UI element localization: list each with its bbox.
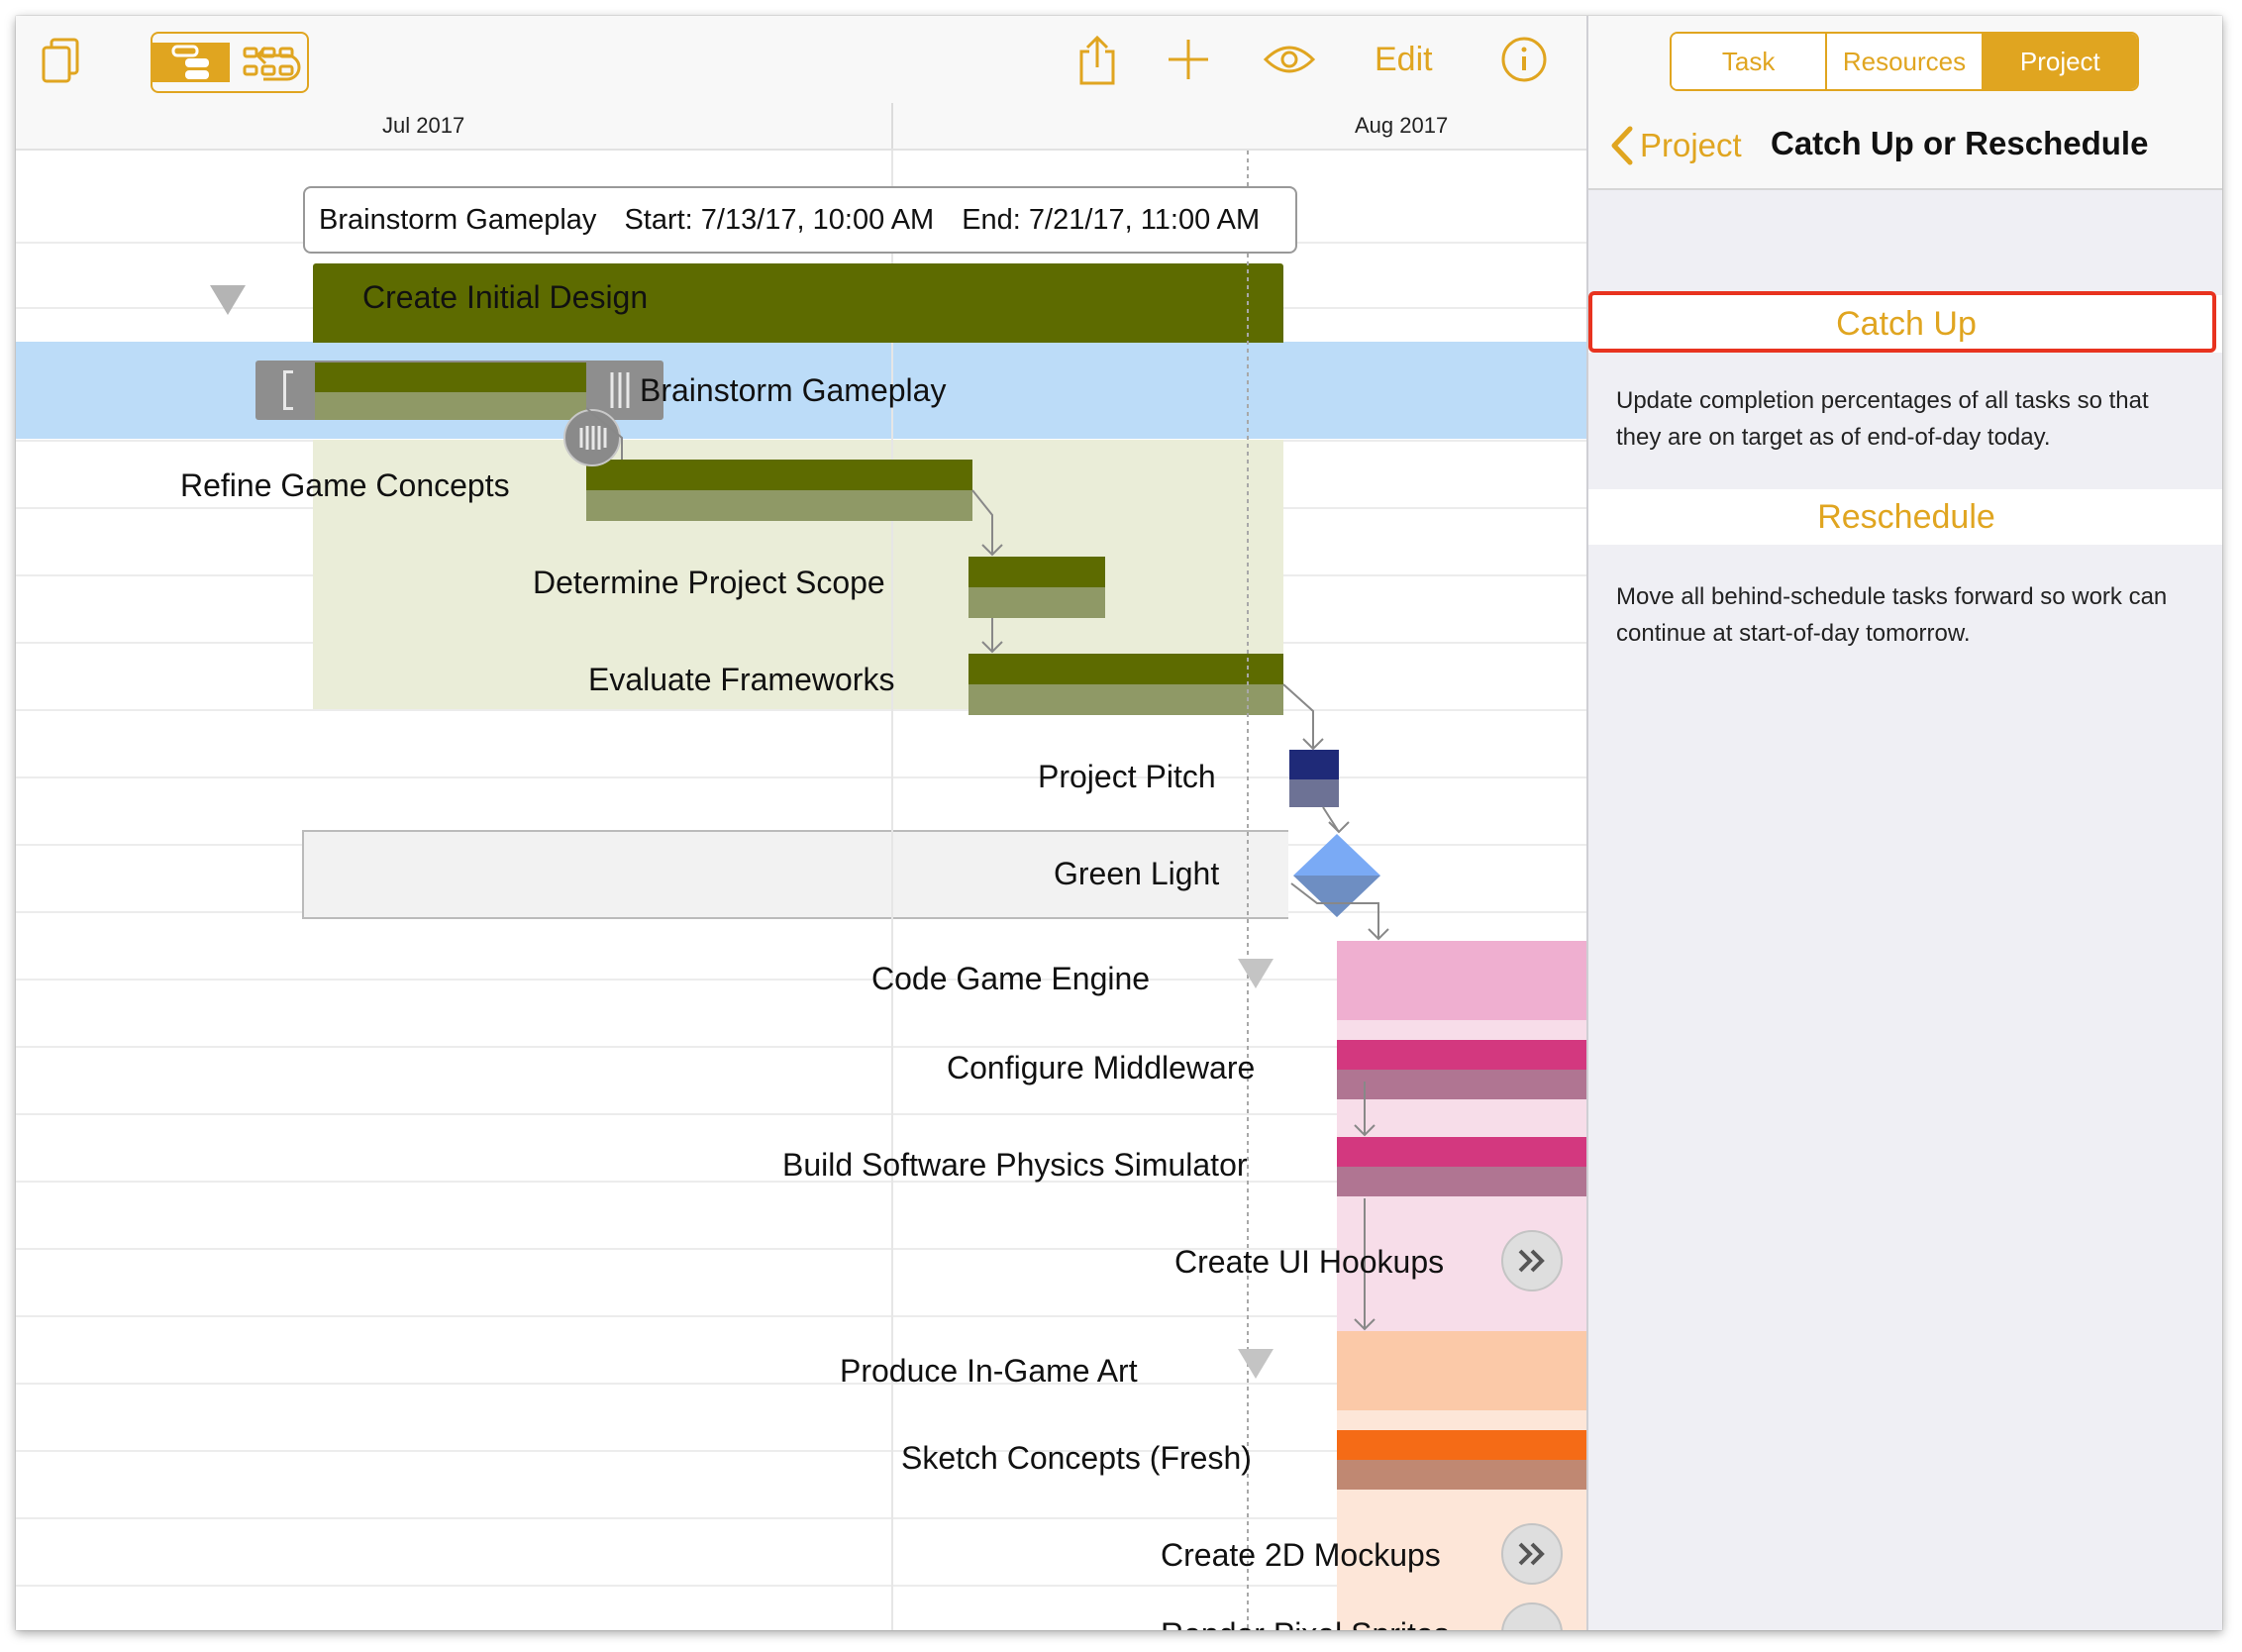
task-label-produce-in-game-art: Produce In-Game Art [840,1353,1138,1389]
toolbar: Edit [16,16,1586,105]
tooltip-task-name: Brainstorm Gameplay [319,203,597,236]
task-label-project-pitch: Project Pitch [1038,759,1216,794]
task-label-green-light: Green Light [1054,856,1220,891]
gantt-bar-produce-in-game-art[interactable] [1337,1331,1586,1410]
tooltip-end: End: 7/21/17, 11:00 AM [962,203,1261,236]
tab-task[interactable]: Task [1672,34,1828,89]
disclosure-triangle-icon[interactable] [1236,1347,1275,1381]
chevron-left-icon [1611,126,1633,165]
inspector-toolbar: Task Resources Project [1588,16,2222,105]
month-label: Aug 2017 [1355,113,1449,138]
tooltip-start: Start: 7/13/17, 10:00 AM [624,203,935,236]
task-label-create-2d-mockups: Create 2D Mockups [1161,1537,1441,1573]
task-label-evaluate-frameworks: Evaluate Frameworks [588,662,895,697]
inspector-tabs[interactable]: Task Resources Project [1670,32,2139,91]
month-divider [891,103,893,149]
task-label-brainstorm-gameplay: Brainstorm Gameplay [640,372,947,408]
task-label-refine-game-concepts: Refine Game Concepts [180,467,510,503]
view-mode-segmented-control[interactable] [151,32,309,93]
gantt-bar-refine-game-concepts[interactable] [586,460,972,490]
tab-project[interactable]: Project [1983,34,2137,89]
gantt-bar-brainstorm-gameplay[interactable] [315,362,586,392]
month-label: Jul 2017 [382,113,465,138]
outline-view-icon[interactable] [153,43,230,82]
gantt-bar-sketch-concepts[interactable] [1337,1430,1586,1460]
tab-resources[interactable]: Resources [1827,34,1984,89]
back-button[interactable]: Project [1608,125,1742,166]
share-icon[interactable] [1073,34,1121,85]
edit-button[interactable]: Edit [1375,40,1433,78]
disclosure-triangle-icon[interactable] [1236,957,1275,990]
dependency-lines [585,151,1389,1630]
task-label-sketch-concepts: Sketch Concepts (Fresh) [901,1440,1252,1476]
month-gridline [891,151,893,1630]
eye-icon[interactable] [1262,34,1317,85]
gantt-bar-configure-middleware[interactable] [1337,1040,1586,1070]
timeline-header: Jul 2017 Aug 2017 [16,103,1586,151]
add-icon[interactable] [1165,34,1212,85]
task-label-code-game-engine: Code Game Engine [871,961,1151,996]
milestone-green-light[interactable] [1287,830,1386,929]
milestone-row-outline [302,830,1288,919]
documents-icon[interactable] [40,34,83,85]
task-tooltip: Brainstorm Gameplay Start: 7/13/17, 10:0… [303,186,1297,254]
disclosure-triangle-icon[interactable] [208,283,248,317]
info-icon[interactable] [1499,34,1549,85]
task-label-create-ui-hookups: Create UI Hookups [1174,1244,1445,1280]
gantt-bar-evaluate-frameworks[interactable] [968,654,1283,684]
gantt-bar-project-pitch[interactable] [1289,750,1339,779]
inspector-nav-bar: Project Catch Up or Reschedule [1588,103,2222,190]
gantt-bar-determine-project-scope[interactable] [968,557,1105,587]
gantt-bar-create-initial-design[interactable] [313,263,1283,343]
task-label-create-initial-design: Create Initial Design [362,279,649,315]
task-label-determine-project-scope: Determine Project Scope [533,565,885,600]
jump-forward-icon[interactable] [1501,1523,1563,1585]
inspector-title: Catch Up or Reschedule [1771,125,2149,161]
task-label-build-physics-simulator: Build Software Physics Simulator [782,1147,1248,1183]
undo-icon[interactable] [252,34,307,85]
task-label-configure-middleware: Configure Middleware [947,1050,1256,1085]
task-label-render-pixel-sprites: Render Pixel Sprites [1161,1616,1450,1630]
app-window: Edit Jul 2017 Aug 2017 [16,16,2222,1630]
gantt-chart[interactable]: Create Initial Design Brainstorm Gamepla… [16,151,1586,1630]
highlight-outline [1588,291,2216,353]
jump-forward-icon[interactable] [1501,1230,1563,1291]
start-handle-icon[interactable] [283,370,293,410]
gantt-bar-build-physics-simulator[interactable] [1337,1137,1586,1167]
end-handle-icon[interactable] [606,368,636,412]
gantt-bar-code-game-engine[interactable] [1337,941,1586,1020]
catch-up-description: Update completion percentages of all tas… [1616,387,2149,451]
reschedule-button[interactable]: Reschedule [1588,489,2222,545]
reschedule-description: Move all behind-schedule tasks forward s… [1616,583,2168,647]
inspector-panel: Task Resources Project Project Catch Up … [1586,16,2222,1630]
back-button-label: Project [1640,127,1742,163]
catch-up-button[interactable]: Catch Up [1588,295,2222,353]
